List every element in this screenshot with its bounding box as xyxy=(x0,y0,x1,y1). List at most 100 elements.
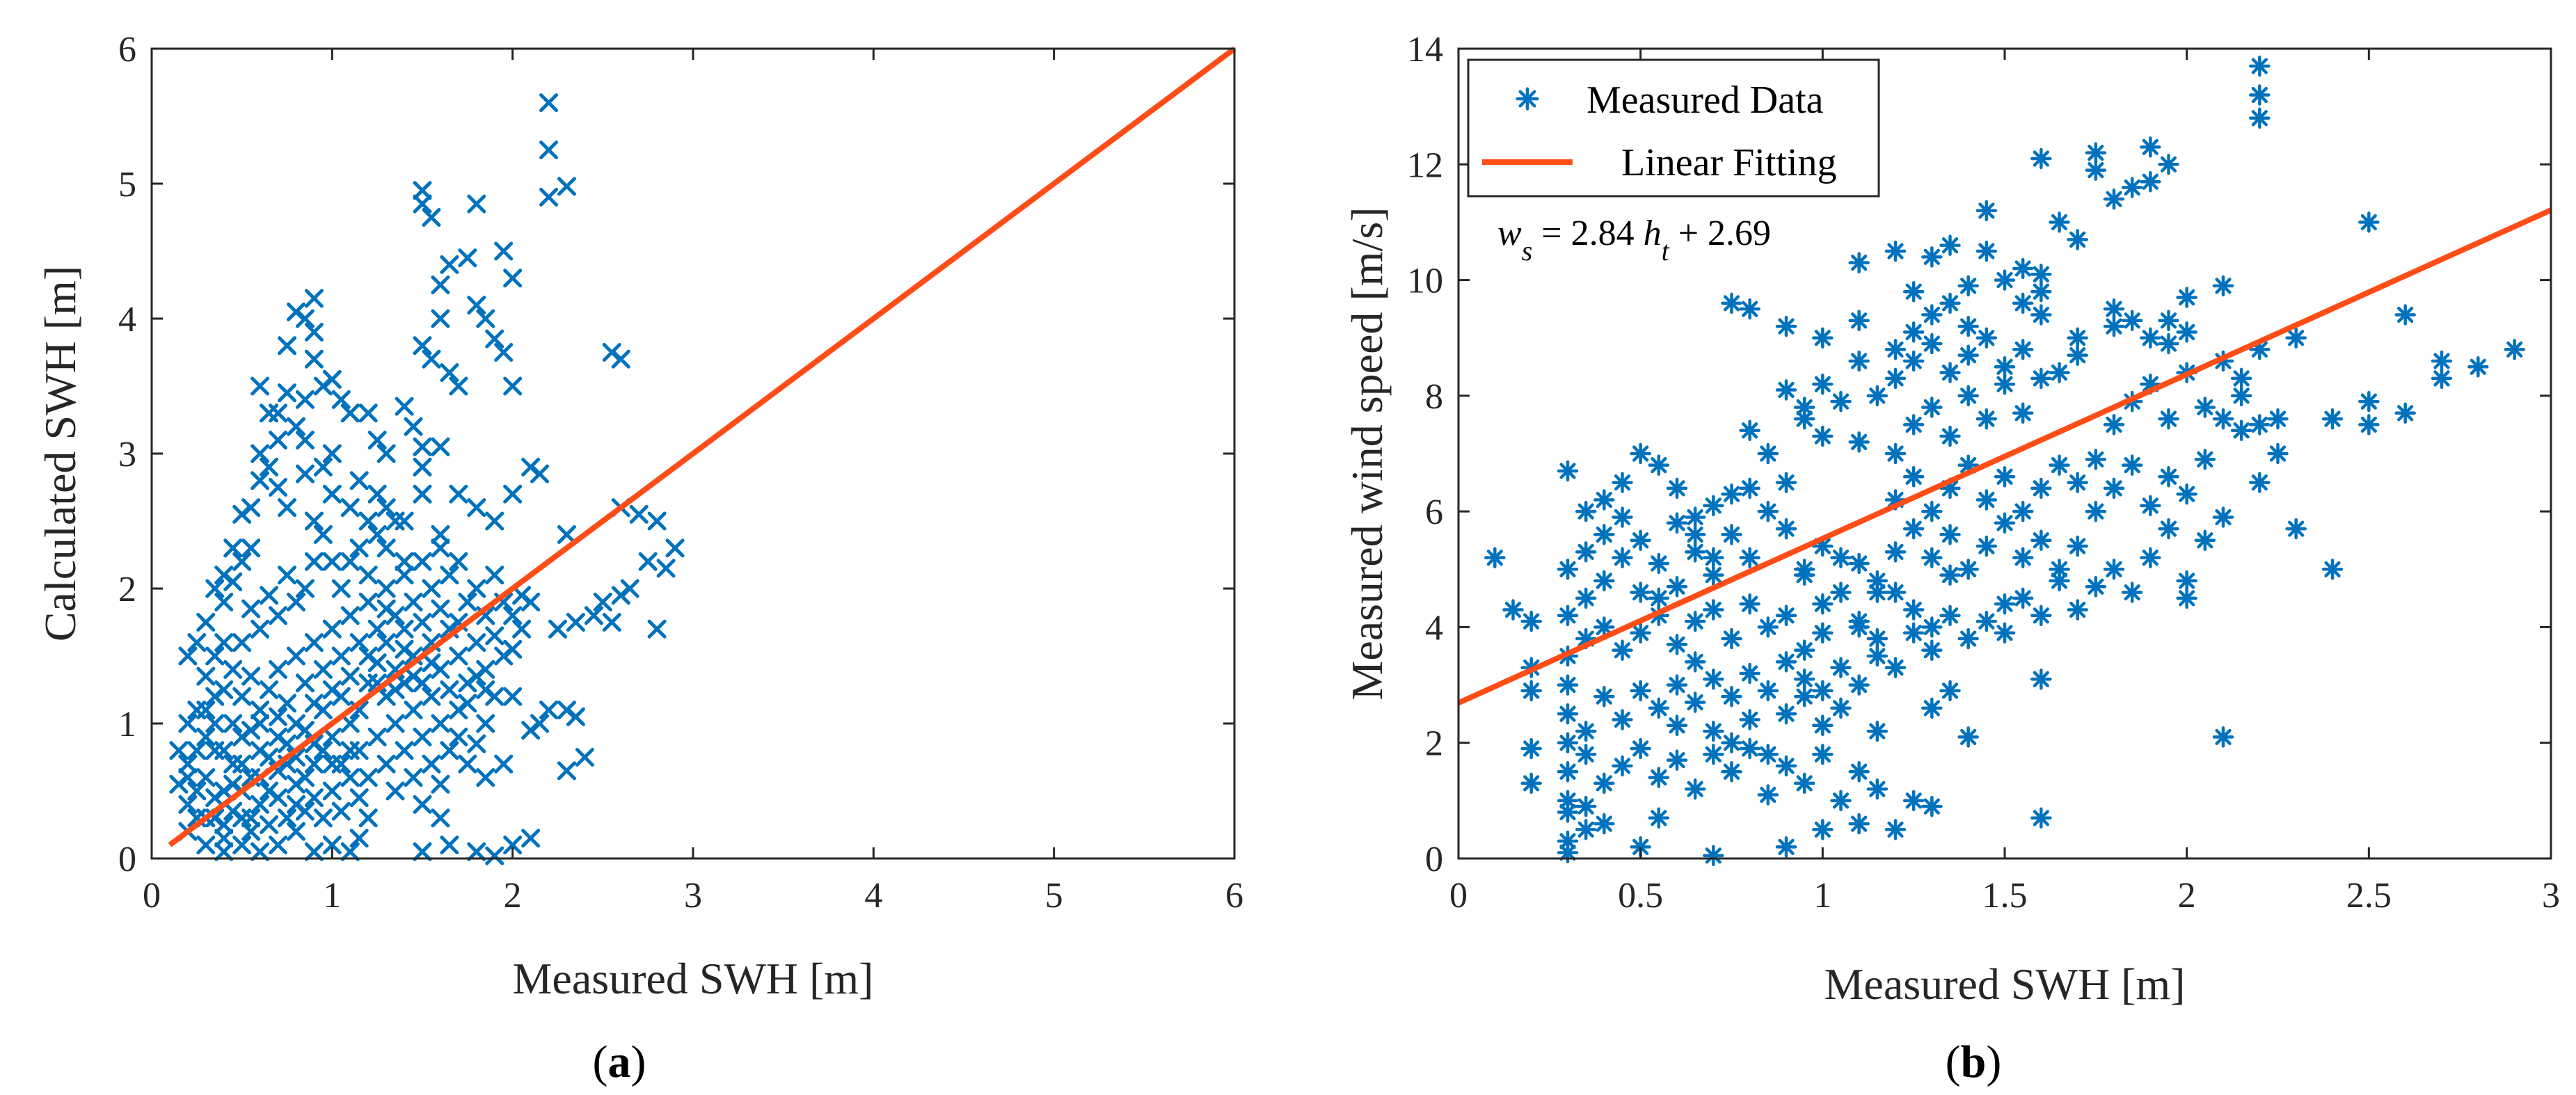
data-point xyxy=(269,836,288,855)
data-point xyxy=(1630,680,1651,702)
chart-a-x-ticks: 0 1 2 3 4 5 6 xyxy=(143,49,1243,916)
data-point xyxy=(1721,732,1742,753)
data-point xyxy=(584,606,603,625)
data-point xyxy=(232,808,252,828)
data-point xyxy=(232,633,252,653)
data-point xyxy=(376,579,396,598)
data-point xyxy=(1757,680,1779,702)
data-point xyxy=(269,660,288,679)
data-point xyxy=(331,801,351,821)
data-point xyxy=(512,586,532,605)
data-point xyxy=(2249,414,2271,435)
data-point xyxy=(485,846,504,865)
data-point xyxy=(196,768,216,788)
data-point xyxy=(2030,367,2052,390)
data-point xyxy=(358,768,378,788)
data-point xyxy=(1793,408,1815,430)
data-point xyxy=(1593,685,1615,708)
data-point xyxy=(557,761,576,781)
data-point xyxy=(1812,535,1834,557)
data-point xyxy=(1684,524,1706,545)
data-point xyxy=(241,666,261,686)
data-point xyxy=(1575,720,1597,742)
data-point xyxy=(1739,298,1760,320)
eq-h-sub: t xyxy=(1662,235,1670,266)
data-point xyxy=(593,592,612,612)
chart-b-legend: Measured Data Linear Fitting xyxy=(1467,58,1880,198)
data-point xyxy=(286,302,305,321)
x-tick-label: 0 xyxy=(143,876,161,916)
chart-a-y-axis-label: Calculated SWH [m] xyxy=(35,266,85,641)
data-point xyxy=(2121,177,2143,198)
data-point xyxy=(1921,246,1943,268)
data-point xyxy=(1957,559,1979,580)
data-point xyxy=(1739,547,1760,568)
data-point xyxy=(2158,408,2179,430)
data-point xyxy=(2012,500,2034,522)
x-tick-label: 1 xyxy=(323,876,341,916)
data-point xyxy=(2212,506,2234,528)
data-point xyxy=(1848,813,1870,835)
data-point xyxy=(2067,344,2088,366)
data-point xyxy=(2358,390,2380,413)
data-point xyxy=(1830,790,1852,812)
data-point xyxy=(1612,506,1633,528)
data-point xyxy=(431,309,450,328)
data-point xyxy=(404,768,423,788)
data-point xyxy=(304,694,324,713)
data-point xyxy=(2212,726,2234,748)
data-point xyxy=(2085,500,2107,522)
data-point xyxy=(278,336,296,355)
data-point xyxy=(413,437,432,456)
data-point xyxy=(1775,518,1797,540)
y-tick-label: 4 xyxy=(118,300,136,339)
data-point xyxy=(295,390,315,409)
y-tick-label: 6 xyxy=(118,30,136,70)
data-point xyxy=(521,829,541,848)
data-point xyxy=(539,187,559,207)
data-point xyxy=(1630,737,1651,760)
data-point xyxy=(241,538,261,558)
data-point xyxy=(1975,200,1998,222)
data-point xyxy=(1757,500,1779,522)
data-point xyxy=(2103,298,2125,320)
data-point xyxy=(322,836,342,855)
data-point xyxy=(1630,442,1651,465)
data-point xyxy=(2285,327,2307,349)
data-point xyxy=(2067,535,2088,557)
data-point xyxy=(1848,616,1870,638)
data-point xyxy=(1666,575,1688,598)
data-point xyxy=(1703,720,1724,742)
data-point xyxy=(2085,449,2107,470)
data-point xyxy=(1902,414,1925,435)
data-point xyxy=(1848,552,1870,575)
data-point xyxy=(1775,315,1797,337)
data-point xyxy=(413,727,432,746)
data-point xyxy=(2230,419,2252,441)
data-point xyxy=(1793,772,1815,794)
data-point xyxy=(2158,154,2179,175)
data-point xyxy=(322,369,342,389)
y-tick-label: 14 xyxy=(1407,30,1443,70)
data-point xyxy=(440,566,459,585)
data-point xyxy=(1775,755,1797,777)
data-point xyxy=(349,829,369,848)
data-point xyxy=(232,552,252,571)
data-point xyxy=(395,566,414,585)
data-point xyxy=(1812,593,1834,615)
data-point xyxy=(1884,657,1907,678)
data-point xyxy=(1884,367,1907,390)
data-point xyxy=(1812,744,1834,765)
eq-w: w xyxy=(1497,214,1522,253)
data-point xyxy=(467,633,486,653)
data-point xyxy=(178,794,198,814)
data-point xyxy=(602,613,621,632)
data-point xyxy=(494,754,514,774)
data-point xyxy=(1612,709,1633,730)
data-point xyxy=(422,579,441,598)
data-point xyxy=(1994,622,2016,644)
data-point xyxy=(1648,807,1670,829)
data-point xyxy=(2394,402,2416,424)
data-point xyxy=(1557,460,1579,482)
data-point xyxy=(2358,211,2380,233)
